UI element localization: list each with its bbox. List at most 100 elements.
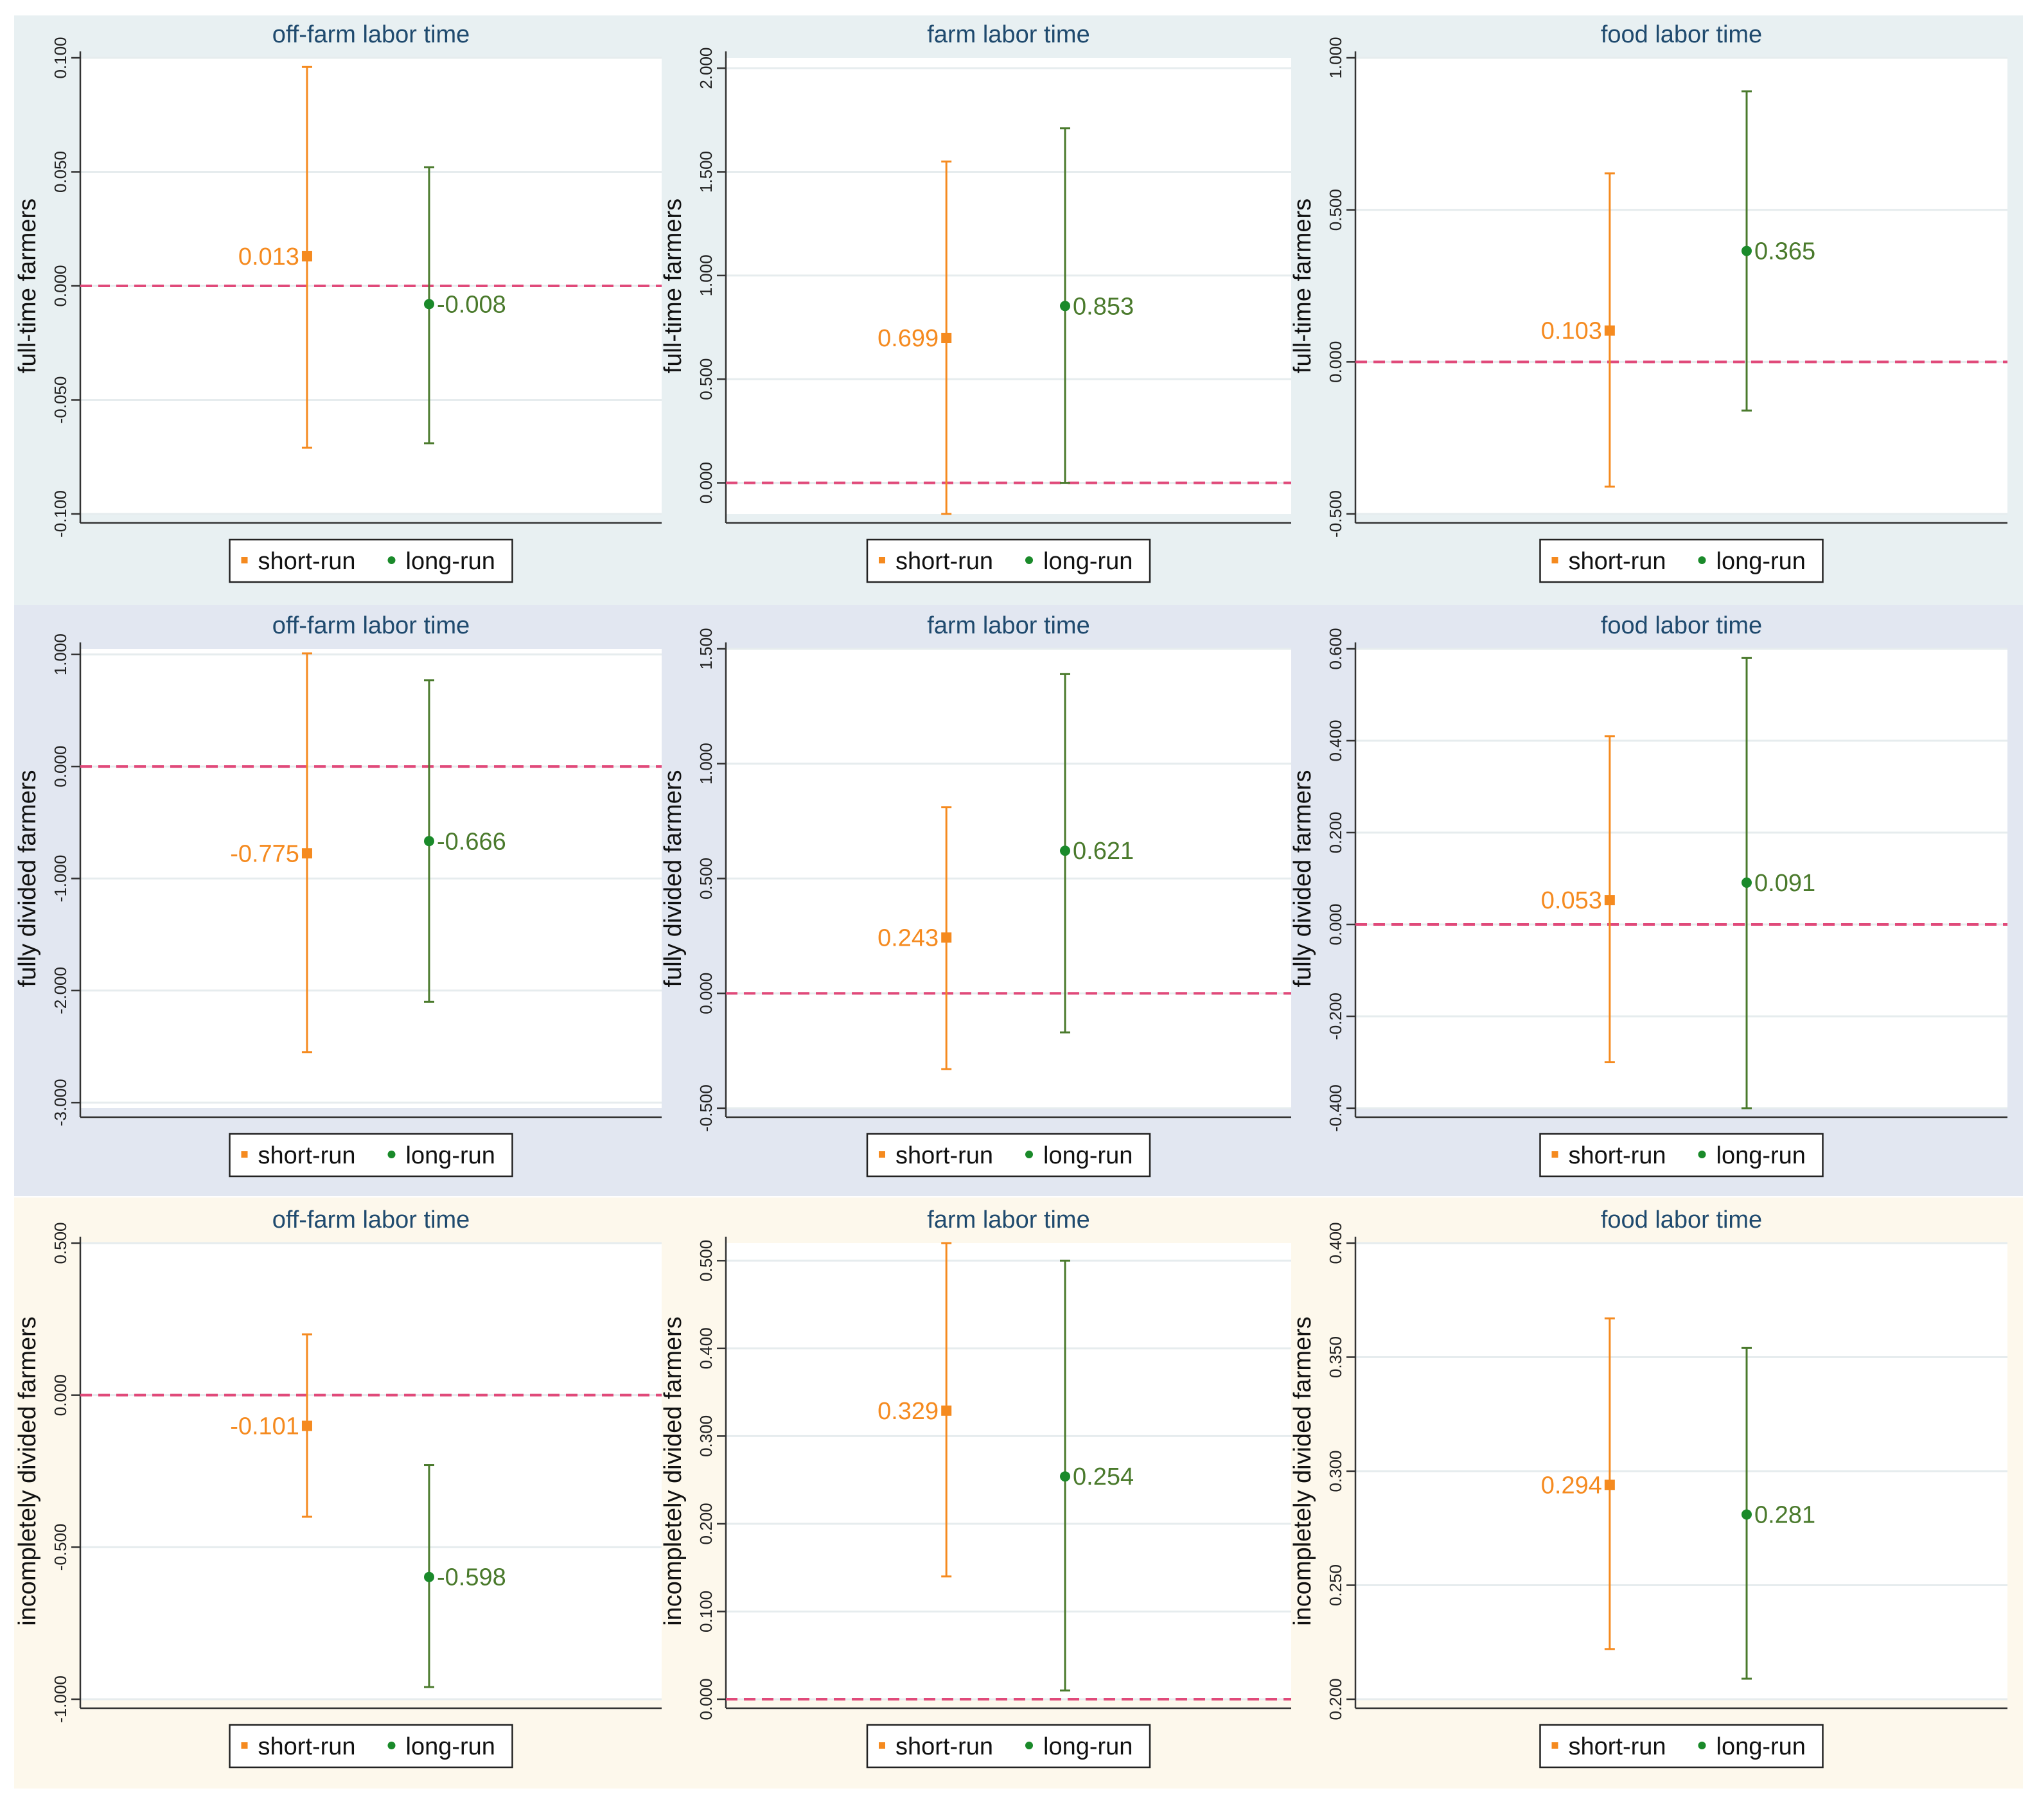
short-run-value-label: -0.775 xyxy=(230,840,299,867)
legend: short-run long-run xyxy=(1539,1724,1824,1769)
legend-short-run-label: short-run xyxy=(1569,1733,1666,1760)
y-tick-label: 0.000 xyxy=(1326,903,1345,945)
y-tick-label: -0.500 xyxy=(51,1523,70,1571)
panel-title: food labor time xyxy=(1601,21,1762,48)
short-run-point xyxy=(1604,895,1615,906)
panel-2-3: -0.400 -0.200 0.000 0.200 0.400 0.600 food lab… xyxy=(1289,612,2007,1178)
long-run-value-label: -0.598 xyxy=(437,1564,506,1591)
plot-area xyxy=(726,58,1291,514)
y-tick-label: 0.200 xyxy=(1326,1678,1345,1720)
legend: short-run long-run xyxy=(1539,1133,1824,1178)
long-run-point xyxy=(1060,1471,1070,1482)
legend-short-run-marker xyxy=(241,1742,248,1749)
legend-short-run-label: short-run xyxy=(895,1142,993,1169)
y-tick-label: -0.500 xyxy=(1326,490,1345,538)
long-run-point xyxy=(424,836,434,847)
short-run-point xyxy=(301,848,312,859)
y-axis-label: fully divided farmers xyxy=(1289,770,1316,987)
legend-box xyxy=(1539,1724,1824,1769)
legend-long-run-label: long-run xyxy=(406,1733,495,1760)
legend-box xyxy=(1539,538,1824,583)
legend-long-run-label: long-run xyxy=(1716,1142,1806,1169)
legend-long-run-label: long-run xyxy=(406,1142,495,1169)
legend-short-run-label: short-run xyxy=(895,548,993,575)
y-tick-label: 1.000 xyxy=(696,254,716,296)
legend-long-run-label: long-run xyxy=(406,548,495,575)
long-run-point xyxy=(424,299,434,310)
legend-box xyxy=(229,1133,513,1178)
y-axis-label: full-time farmers xyxy=(14,199,41,373)
panel-2-1: -3.000 -2.000 -1.000 0.000 1.000 off-farm lab… xyxy=(14,612,662,1178)
legend-long-run-marker xyxy=(1698,556,1706,564)
plot-area xyxy=(1355,649,2007,1108)
y-tick-label: 0.400 xyxy=(696,1327,716,1369)
y-axis-label: fully divided farmers xyxy=(14,770,41,987)
panel-3-3: 0.200 0.250 0.300 0.350 0.400 food labor time… xyxy=(1289,1206,2007,1769)
legend-long-run-marker xyxy=(387,1151,396,1158)
y-tick-label: 0.000 xyxy=(1326,341,1345,383)
legend-long-run-label: long-run xyxy=(1716,1733,1806,1760)
legend-long-run-marker xyxy=(1698,1742,1706,1749)
long-run-value-label: 0.254 xyxy=(1073,1463,1134,1490)
legend-box xyxy=(866,1724,1151,1769)
y-tick-label: -0.400 xyxy=(1326,1084,1345,1132)
panel-3-1: -1.000 -0.500 0.000 0.500 off-farm labor tim… xyxy=(14,1206,662,1769)
short-run-point xyxy=(941,1405,952,1416)
legend: short-run long-run xyxy=(1539,538,1824,583)
legend-short-run-marker xyxy=(241,1151,248,1158)
legend-long-run-marker xyxy=(1025,1151,1033,1158)
panel-1-3: -0.500 0.000 0.500 1.000 food labor time full… xyxy=(1289,21,2007,583)
long-run-value-label: 0.281 xyxy=(1754,1501,1815,1528)
panel-1-1: -0.100 -0.050 0.000 0.050 0.100 off-farm labo… xyxy=(14,21,662,583)
short-run-value-label: 0.013 xyxy=(238,243,299,270)
short-run-value-label: 0.053 xyxy=(1541,887,1602,914)
legend-short-run-marker xyxy=(241,557,248,563)
y-tick-label: 0.000 xyxy=(696,462,716,504)
y-tick-label: 1.500 xyxy=(696,151,716,193)
y-tick-label: 0.250 xyxy=(1326,1564,1345,1606)
legend-short-run-label: short-run xyxy=(258,1142,356,1169)
y-tick-label: 1.000 xyxy=(1326,37,1345,78)
y-tick-label: -0.100 xyxy=(51,490,70,538)
y-tick-label: -0.200 xyxy=(1326,993,1345,1040)
plot-area xyxy=(80,1243,662,1699)
panel-title: off-farm labor time xyxy=(272,612,470,639)
legend-box xyxy=(1539,1133,1824,1178)
y-tick-label: 0.500 xyxy=(696,1240,716,1282)
y-tick-label: -0.500 xyxy=(696,1084,716,1132)
y-tick-label: -0.050 xyxy=(51,376,70,424)
y-tick-label: 0.100 xyxy=(51,37,70,78)
panel-1-2: 0.000 0.500 1.000 1.500 2.000 farm labor time… xyxy=(660,21,1291,583)
panel-title: food labor time xyxy=(1601,612,1762,639)
legend: short-run long-run xyxy=(866,1724,1151,1769)
y-tick-label: -2.000 xyxy=(51,967,70,1014)
y-tick-label: 0.300 xyxy=(696,1415,716,1457)
y-tick-label: -3.000 xyxy=(51,1079,70,1126)
legend: short-run long-run xyxy=(229,1724,513,1769)
long-run-point xyxy=(1742,245,1752,256)
y-tick-label: 0.500 xyxy=(696,858,716,899)
y-tick-label: 1.000 xyxy=(51,633,70,675)
short-run-value-label: 0.243 xyxy=(877,924,939,951)
y-tick-label: 0.100 xyxy=(696,1591,716,1632)
short-run-point xyxy=(301,251,312,261)
long-run-point xyxy=(1060,301,1070,312)
y-tick-label: -1.000 xyxy=(51,855,70,903)
long-run-point xyxy=(1060,845,1070,856)
legend-long-run-marker xyxy=(387,1742,396,1749)
short-run-point xyxy=(1604,1480,1615,1490)
legend-long-run-marker xyxy=(1025,1742,1033,1749)
legend-long-run-marker xyxy=(1698,1151,1706,1158)
y-tick-label: 0.600 xyxy=(1326,628,1345,669)
long-run-value-label: 0.621 xyxy=(1073,838,1134,865)
y-axis-label: incompletely divided farmers xyxy=(14,1316,41,1626)
long-run-value-label: 0.091 xyxy=(1754,870,1815,897)
long-run-value-label: -0.666 xyxy=(437,828,506,855)
short-run-value-label: 0.699 xyxy=(877,325,939,352)
plot-area xyxy=(726,1243,1291,1699)
y-tick-label: 0.200 xyxy=(1326,811,1345,853)
long-run-point xyxy=(424,1571,434,1582)
panel-title: farm labor time xyxy=(927,21,1089,48)
long-run-value-label: -0.008 xyxy=(437,291,506,318)
panel-title: off-farm labor time xyxy=(272,1206,470,1233)
